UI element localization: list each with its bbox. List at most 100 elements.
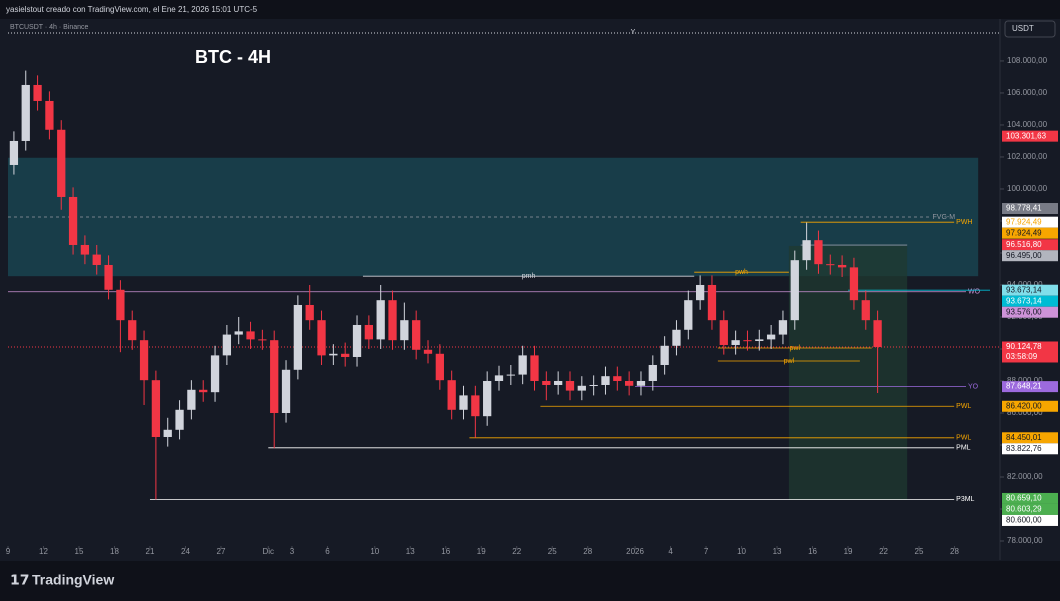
candle-body [423,349,433,354]
candle-body [104,264,113,290]
price-tag [1002,432,1058,444]
candle-body [9,140,19,165]
x-tick-label: 16 [808,547,817,556]
candle-body [412,320,421,350]
candle-body [719,320,728,345]
chart-title: BTC - 4H [195,47,271,67]
level-label: pwl [790,345,801,352]
candle-body [826,264,835,266]
currency-box[interactable] [1004,20,1056,38]
price-tag [1002,284,1058,296]
candle-body [849,267,859,301]
candle-body [577,385,586,391]
candle-body [92,254,101,265]
candle-body [636,380,646,386]
level-label: pwh [735,269,748,276]
price-tag-label: 80.600,00 [1006,516,1042,525]
candle-body [589,384,598,386]
currency: USDT [1012,24,1034,33]
x-tick-label: 9 [6,547,11,556]
level-label: PWL [956,435,971,442]
y-tick-label: 102.000,00 [1007,152,1048,161]
candle-body [601,376,610,385]
credit: yasielstout creado con TradingView.com, … [6,5,258,14]
candle-body [388,300,397,341]
y-tick-label: 86.000,00 [1007,408,1043,417]
candle-body [471,395,480,417]
x-tick-label: 24 [181,547,190,556]
brand-logo: 𝟭𝟳 [10,572,29,588]
candle-body [258,339,267,341]
symbol: BTCUSDT · 4h · Binance [10,24,89,31]
candle-body [199,389,208,393]
candle-body [270,340,279,413]
level-label: PWH [956,219,972,226]
level-label: WO [968,289,981,296]
candle-body [376,300,385,340]
price-tag [1002,492,1058,504]
candle-body [459,395,468,410]
candle-body [873,320,882,347]
y-tick-label: 88.000,00 [1007,376,1043,385]
price-tag [1002,250,1058,262]
x-tick-label: 27 [217,547,226,556]
x-tick-label: 16 [441,547,450,556]
candle-body [648,364,657,381]
level-label: YO [968,383,979,390]
y-tick-label: 82.000,00 [1007,472,1043,481]
candle-body [116,289,125,321]
x-tick-label: 21 [146,547,155,556]
candle-body [57,129,66,197]
candle-body [447,380,456,410]
candle-body [68,196,78,245]
candle-body [352,324,362,357]
candle-body [151,380,161,437]
price-tag [1002,400,1058,412]
candle-body [435,353,444,381]
price-tag-label: 93.673,14 [1006,296,1042,305]
price-tag [1002,203,1058,215]
candle-body [743,340,752,342]
header-bar [0,0,1060,19]
price-tag-label: 96.516,80 [1006,240,1042,249]
x-tick-label: 4 [668,547,673,556]
candle-body [210,355,220,393]
y-tick-label: 78.000,00 [1007,536,1043,545]
candle-body [707,284,717,321]
price-tag-label: 96.495,00 [1006,251,1042,260]
y-tick-label: 104.000,00 [1007,120,1048,129]
price-tag-label: 97.924,49 [1006,228,1042,237]
candle-body [139,340,149,381]
level-label: PWL [956,403,971,410]
x-tick-label: 22 [879,547,888,556]
candle-body [506,374,515,376]
candle-body [187,389,196,410]
candle-body [684,300,693,330]
x-tick-label: 25 [548,547,557,556]
candle-body [731,340,740,345]
level-label: FVG-M [933,214,956,221]
candle-body [672,329,681,346]
candle-body [305,304,314,321]
candle-body [293,304,303,370]
brand: TradingView [32,572,114,588]
price-tag [1002,130,1058,142]
candle-body [128,320,137,341]
price-tag [1002,443,1058,455]
x-tick-label: 28 [950,547,959,556]
x-tick-label: 13 [406,547,415,556]
y-tick-label: 100.000,00 [1007,184,1048,193]
x-tick-label: 10 [737,547,746,556]
candle-body [494,375,504,381]
candle-body [246,331,255,340]
zone [788,245,908,501]
candle-body [175,409,184,430]
candle-body [364,324,373,340]
candle-body [695,284,705,301]
price-tag-label: 84.450,01 [1006,433,1042,442]
price-tag-label: 93.576,00 [1006,307,1042,316]
y-tick-label: 108.000,00 [1007,56,1048,65]
candle-body [861,300,870,321]
price-tag-label: 87.648,21 [1006,382,1042,391]
